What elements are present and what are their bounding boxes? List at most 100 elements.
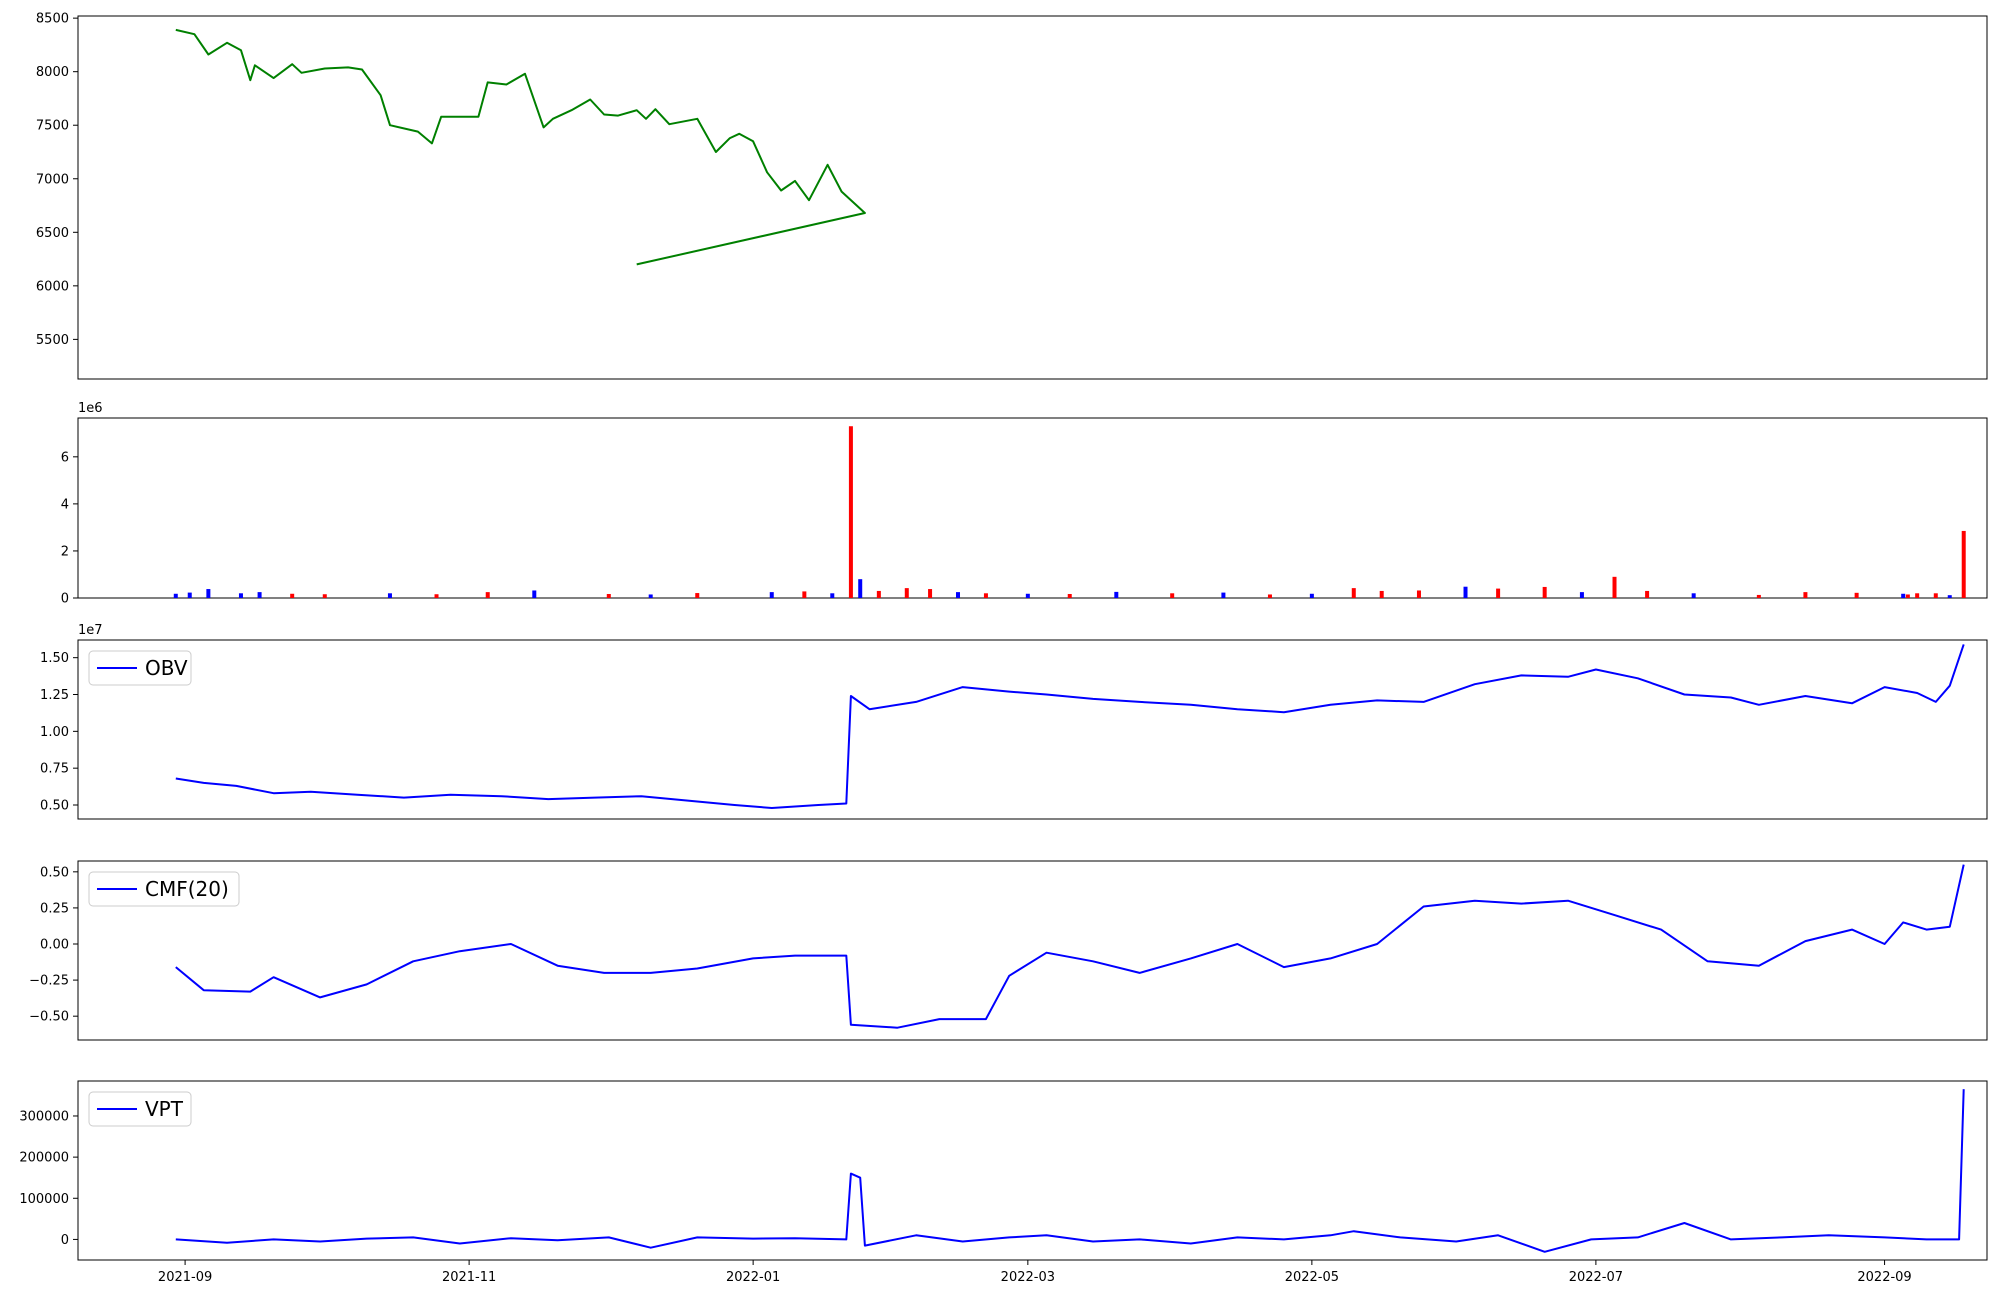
volume-bar (1067, 594, 1072, 598)
volume-bar (830, 593, 835, 598)
volume-axes-frame (77, 417, 1988, 599)
volume-bar (904, 588, 909, 598)
xtick-label: 2022-09 (1857, 1270, 1911, 1285)
volume-bar (1905, 594, 1910, 598)
vpt-ytick-label: 200000 (19, 1151, 69, 1166)
volume-bar (1221, 592, 1226, 598)
volume-bar (1496, 588, 1501, 598)
obv-ytick-label: 1.50 (40, 651, 69, 666)
price-axes-frame (77, 15, 1988, 380)
price-ytick-label: 7000 (36, 172, 69, 187)
volume-bar (434, 594, 439, 598)
volume-bar (1612, 576, 1617, 598)
volume-bar (206, 589, 211, 598)
volume-bar (1351, 588, 1356, 598)
volume-scale-label: 1e6 (78, 401, 103, 416)
cmf-legend-box (88, 871, 240, 907)
volume-bar (1267, 594, 1272, 598)
price-ytick-label: 6500 (36, 226, 69, 241)
volume-bar (848, 426, 853, 598)
volume-bar (1579, 592, 1584, 598)
volume-bar (1933, 593, 1938, 598)
obv-scale-label: 1e7 (78, 623, 103, 638)
volume-ytick-label: 2 (61, 544, 69, 559)
volume-bar (1379, 590, 1384, 598)
volume-ytick-label: 0 (61, 592, 69, 607)
xtick-label: 2022-05 (1285, 1270, 1339, 1285)
volume-bar (1542, 586, 1547, 598)
price-ytick-label: 5500 (36, 333, 69, 348)
price-ytick-label: 6000 (36, 279, 69, 294)
vpt-ytick-label: 100000 (19, 1192, 69, 1207)
obv-ytick-label: 0.50 (40, 799, 69, 814)
volume-bar (956, 592, 961, 598)
vpt-series-line (175, 1089, 1965, 1253)
obv-ytick-label: 1.25 (40, 688, 69, 703)
volume-bar (1756, 594, 1761, 598)
volume-bar (1854, 592, 1859, 598)
volume-bar (187, 592, 192, 598)
volume-ytick-label: 6 (61, 450, 69, 465)
cmf-ytick-label: 0.50 (40, 865, 69, 880)
volume-bar (983, 593, 988, 598)
xtick-label: 2021-09 (158, 1270, 212, 1285)
volume-bar (928, 589, 933, 598)
volume-bar (606, 594, 611, 598)
volume-bar (173, 593, 178, 598)
volume-bar (1947, 595, 1952, 598)
price-ytick-label: 8000 (36, 65, 69, 80)
volume-bar (257, 592, 262, 598)
cmf-ytick-label: −0.25 (29, 974, 69, 989)
xtick-label: 2022-07 (1569, 1270, 1623, 1285)
volume-bar (322, 594, 327, 598)
vpt-legend-label: VPT (145, 1097, 184, 1121)
price-ytick-label: 7500 (36, 119, 69, 134)
vpt-legend-box (88, 1091, 192, 1127)
volume-bar (1416, 590, 1421, 598)
volume-bar (485, 592, 490, 598)
cmf-series-line (175, 864, 1965, 1029)
cmf-ytick-label: 0.00 (40, 938, 69, 953)
volume-bar (1170, 593, 1175, 598)
cmf-ytick-label: −0.50 (29, 1010, 69, 1025)
price-ytick-label: 8500 (36, 12, 69, 27)
volume-bar (532, 590, 537, 598)
vpt-ytick-label: 300000 (19, 1109, 69, 1124)
volume-bar (1691, 593, 1696, 598)
xtick-label: 2022-01 (726, 1270, 780, 1285)
cmf-legend-label: CMF(20) (145, 877, 229, 901)
volume-bar (1025, 593, 1030, 598)
obv-series-line (175, 644, 1965, 809)
volume-bar (1463, 586, 1468, 598)
volume-bar (858, 579, 863, 598)
cmf-axes-frame (77, 860, 1988, 1041)
volume-bar (1915, 593, 1920, 598)
volume-bar (1645, 590, 1650, 598)
vpt-ytick-label: 0 (61, 1233, 69, 1248)
vpt-axes-frame (77, 1080, 1988, 1261)
volume-bar (876, 590, 881, 598)
xtick-label: 2022-03 (1001, 1270, 1055, 1285)
xtick-label: 2021-11 (442, 1270, 496, 1285)
obv-ytick-label: 1.00 (40, 725, 69, 740)
volume-bar (648, 594, 653, 598)
obv-axes-frame (77, 639, 1988, 820)
obv-legend-label: OBV (145, 656, 188, 680)
volume-bar (1114, 591, 1119, 598)
volume-bar (695, 593, 700, 598)
obv-ytick-label: 0.75 (40, 762, 69, 777)
volume-bar (387, 593, 392, 598)
volume-bar (238, 593, 243, 598)
volume-bar (1803, 592, 1808, 598)
volume-bar (1961, 530, 1966, 598)
volume-bar (769, 592, 774, 598)
volume-ytick-label: 4 (61, 497, 69, 512)
volume-bar (1309, 593, 1314, 598)
volume-bar (802, 591, 807, 598)
volume-bar (290, 593, 295, 598)
price-series-line (175, 28, 866, 266)
obv-legend-box (88, 650, 192, 686)
volume-bar (1901, 593, 1906, 598)
cmf-ytick-label: 0.25 (40, 901, 69, 916)
